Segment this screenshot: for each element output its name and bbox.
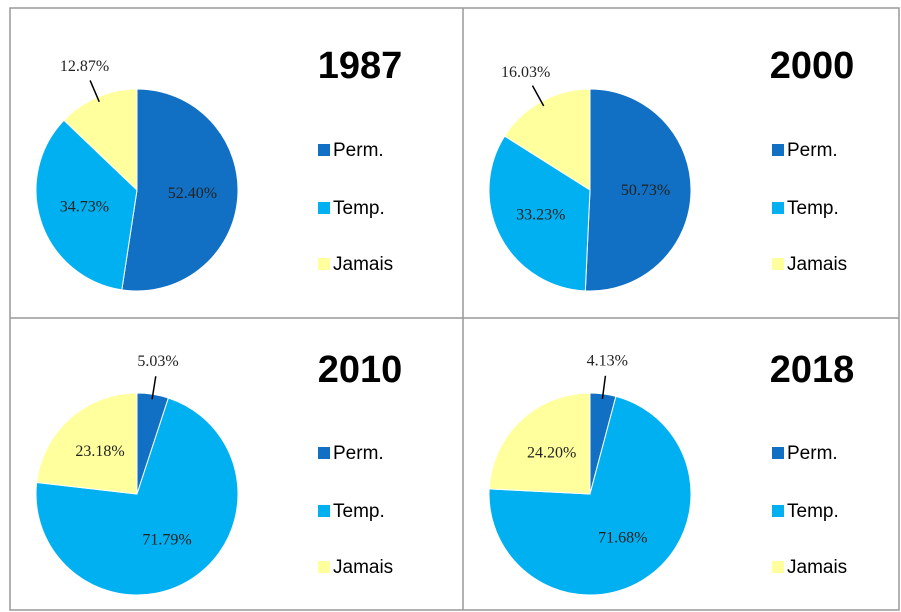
data-label: 12.87% bbox=[60, 58, 109, 75]
pie-slice bbox=[488, 392, 591, 495]
legend-label: Perm. bbox=[333, 140, 384, 161]
pie-slice bbox=[121, 88, 239, 292]
legend-label: Jamais bbox=[787, 254, 847, 275]
data-label: 52.40% bbox=[168, 185, 217, 202]
pie-slice bbox=[488, 395, 692, 596]
data-label: 24.20% bbox=[527, 444, 576, 461]
legend-label: Temp. bbox=[333, 198, 385, 219]
legend-swatch bbox=[772, 202, 784, 214]
legend-swatch bbox=[772, 447, 784, 459]
legend-swatch bbox=[772, 144, 784, 156]
data-label: 34.73% bbox=[60, 199, 109, 216]
data-label: 71.68% bbox=[598, 530, 647, 547]
legend-label: Jamais bbox=[333, 557, 393, 578]
chart-title: 2018 bbox=[770, 349, 855, 391]
data-label: 23.18% bbox=[75, 443, 124, 460]
legend-label: Perm. bbox=[333, 443, 384, 464]
data-label: 50.73% bbox=[621, 182, 670, 199]
pie-slice bbox=[35, 397, 239, 596]
leader-line bbox=[89, 80, 100, 103]
frame bbox=[9, 7, 900, 611]
legend-label: Temp. bbox=[787, 501, 839, 522]
pie-slice bbox=[35, 119, 138, 291]
legend-swatch bbox=[318, 202, 330, 214]
data-label: 33.23% bbox=[516, 206, 565, 223]
chart-title: 2010 bbox=[318, 349, 403, 391]
data-label: 5.03% bbox=[137, 353, 178, 370]
legend-swatch bbox=[772, 561, 784, 573]
legend-swatch bbox=[772, 258, 784, 270]
leader-line bbox=[151, 376, 157, 400]
pie-slice bbox=[36, 392, 138, 495]
legend-swatch bbox=[318, 447, 330, 459]
data-label: 16.03% bbox=[501, 64, 550, 81]
pie-slice bbox=[584, 88, 692, 292]
chart-title: 2000 bbox=[770, 45, 855, 87]
legend-label: Jamais bbox=[787, 557, 847, 578]
legend-label: Perm. bbox=[787, 443, 838, 464]
data-label: 4.13% bbox=[587, 352, 628, 369]
pie-slice bbox=[488, 135, 591, 292]
data-label: 71.79% bbox=[142, 531, 191, 548]
legend-swatch bbox=[318, 505, 330, 517]
legend-swatch bbox=[318, 258, 330, 270]
legend-label: Jamais bbox=[333, 254, 393, 275]
legend-label: Perm. bbox=[787, 140, 838, 161]
leader-line bbox=[601, 375, 607, 399]
legend-label: Temp. bbox=[787, 198, 839, 219]
chart-title: 1987 bbox=[318, 45, 403, 87]
leader-line bbox=[531, 85, 545, 107]
legend-swatch bbox=[772, 505, 784, 517]
legend-swatch bbox=[318, 144, 330, 156]
legend-swatch bbox=[318, 561, 330, 573]
legend-label: Temp. bbox=[333, 501, 385, 522]
